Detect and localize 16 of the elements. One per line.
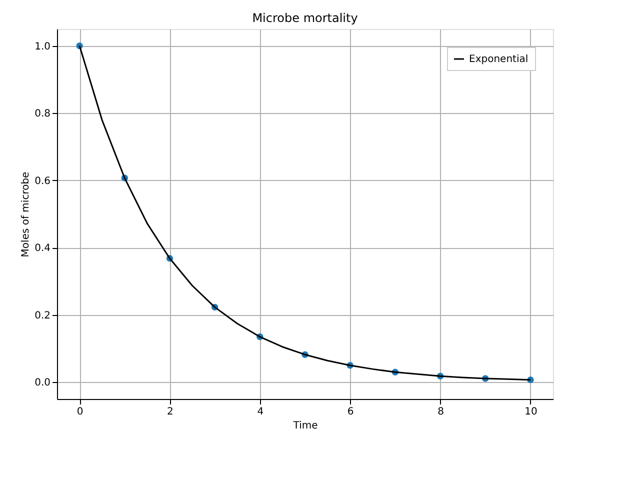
y-tick-label: 0.6 — [34, 176, 50, 187]
y-tick-label: 0.8 — [34, 108, 50, 120]
x-tick-label: 4 — [257, 406, 264, 418]
y-tick-label: 0.4 — [34, 243, 50, 254]
x-tick-label: 6 — [347, 406, 354, 418]
y-axis-title: Moles of microbe — [20, 172, 32, 258]
y-tick-label: 0.2 — [34, 310, 50, 322]
x-tick-label: 2 — [167, 406, 174, 418]
x-tick-label: 10 — [524, 406, 538, 418]
chart-title: Microbe mortality — [252, 11, 358, 25]
x-tick-label: 8 — [438, 406, 444, 418]
y-tick-label: 1.0 — [34, 41, 50, 52]
legend-label: Exponential — [469, 54, 528, 65]
y-tick-label: 0.0 — [34, 378, 50, 389]
x-tick-label: 0 — [76, 406, 84, 418]
x-axis-title: Time — [292, 420, 318, 432]
